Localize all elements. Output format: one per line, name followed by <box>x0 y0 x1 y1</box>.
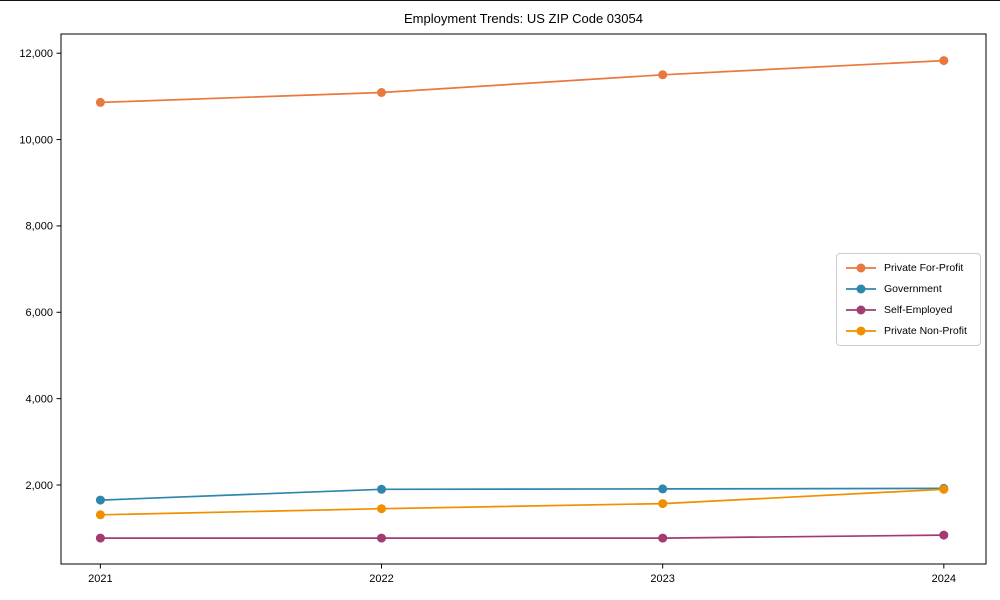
legend-line-marker-icon <box>846 263 876 273</box>
svg-text:12,000: 12,000 <box>19 48 53 60</box>
legend-line-marker-icon <box>846 326 876 336</box>
svg-text:2023: 2023 <box>650 573 674 585</box>
legend-label: Government <box>884 282 942 295</box>
chart-title: Employment Trends: US ZIP Code 03054 <box>404 11 643 26</box>
svg-text:2,000: 2,000 <box>25 480 53 492</box>
svg-text:4,000: 4,000 <box>25 393 53 405</box>
svg-text:2024: 2024 <box>932 573 956 585</box>
svg-text:2022: 2022 <box>369 573 393 585</box>
legend-item-private-non-profit: Private Non-Profit <box>846 325 974 337</box>
svg-text:10,000: 10,000 <box>19 134 53 146</box>
legend-item-government: Government <box>846 283 974 295</box>
legend-line-marker-icon <box>846 305 876 315</box>
svg-text:8,000: 8,000 <box>25 221 53 233</box>
legend-item-self-employed: Self-Employed <box>846 304 974 316</box>
legend-line-marker-icon <box>846 284 876 294</box>
legend-label: Private Non-Profit <box>884 325 967 338</box>
svg-text:6,000: 6,000 <box>25 307 53 319</box>
legend-item-private-for-profit: Private For-Profit <box>846 262 974 274</box>
legend-label: Self-Employed <box>884 304 953 317</box>
svg-text:2021: 2021 <box>88 573 112 585</box>
legend: Private For-Profit Government Self-Emplo… <box>836 253 981 346</box>
legend-label: Private For-Profit <box>884 261 964 274</box>
